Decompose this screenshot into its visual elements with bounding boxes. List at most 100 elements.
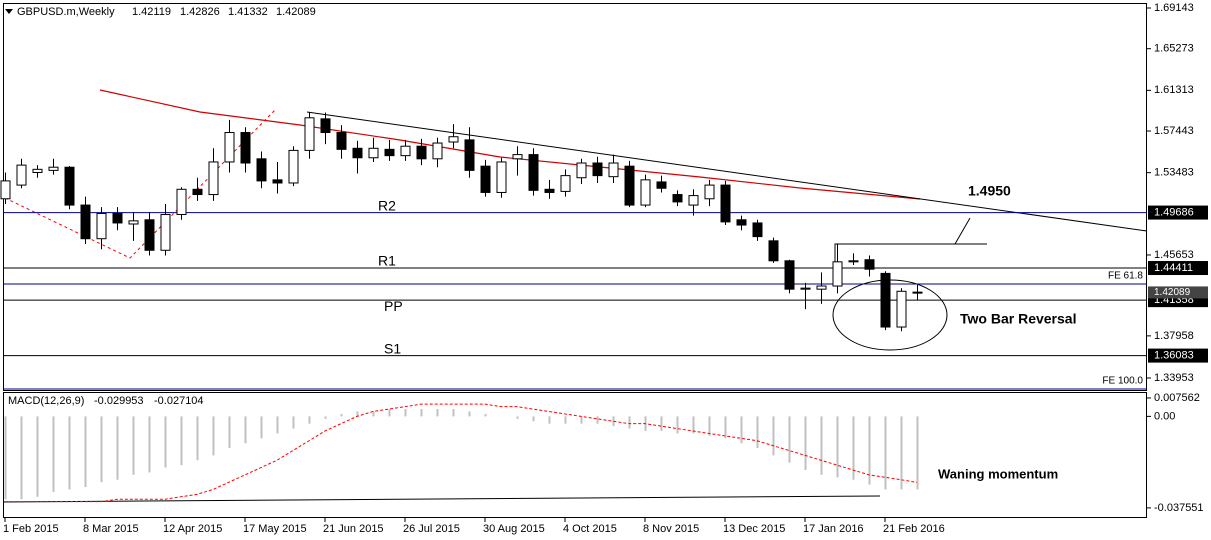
candle-body xyxy=(752,222,763,238)
candle-body xyxy=(272,179,283,184)
x-tick-label: 17 Jan 2016 xyxy=(803,523,864,535)
signal-line xyxy=(5,403,918,503)
level-price-box xyxy=(1148,205,1208,220)
level-label: PP xyxy=(384,298,403,314)
candle-body xyxy=(544,188,555,193)
candle-body xyxy=(720,184,731,223)
candle-body xyxy=(192,188,203,196)
candle-body xyxy=(480,165,491,193)
level-price: 1.44411 xyxy=(1154,262,1193,274)
y-tick-label: 1.65273 xyxy=(1154,43,1194,55)
candle-body xyxy=(304,117,315,151)
x-tick-label: 26 Jul 2015 xyxy=(403,523,460,535)
candle-body xyxy=(80,204,91,240)
low-value: 1.41332 xyxy=(228,6,268,18)
level-label: FE 100.0 xyxy=(1102,376,1143,387)
candle-body xyxy=(144,219,155,251)
candle-body xyxy=(208,161,219,196)
candle-body xyxy=(784,260,795,290)
candle-body xyxy=(576,162,587,179)
candle-body xyxy=(864,259,875,270)
y-tick-label: 0.00 xyxy=(1154,410,1175,422)
candle-body xyxy=(464,139,475,171)
current-price-box xyxy=(1148,286,1208,299)
candle-body xyxy=(352,147,363,159)
x-tick-label: 8 Mar 2015 xyxy=(83,523,139,535)
symbol: GBPUSD.m,Weekly xyxy=(17,6,115,18)
y-tick-label: 1.53483 xyxy=(1154,167,1194,179)
candle-body xyxy=(256,158,267,182)
level-label: R2 xyxy=(378,197,396,213)
y-tick-label: 1.57443 xyxy=(1154,125,1194,137)
candle-body xyxy=(736,219,747,226)
candle-body xyxy=(608,162,619,178)
candle-body xyxy=(240,132,251,164)
candle-body xyxy=(672,194,683,203)
candle-body xyxy=(640,179,651,206)
level-label: S1 xyxy=(384,340,401,356)
x-tick-label: 21 Feb 2016 xyxy=(883,523,945,535)
macd-panel xyxy=(3,392,1147,518)
candle-body xyxy=(32,168,43,173)
candle-body xyxy=(912,291,923,294)
candle-body xyxy=(128,220,139,225)
candle-body xyxy=(704,184,715,200)
x-tick-label: 30 Aug 2015 xyxy=(483,523,545,535)
y-tick-label: 1.33953 xyxy=(1154,372,1194,384)
y-tick-label: 1.37958 xyxy=(1154,330,1194,342)
candle-body xyxy=(688,195,699,206)
candle-body xyxy=(320,118,331,134)
candle-body xyxy=(560,175,571,192)
bracket xyxy=(834,243,987,262)
candle-body xyxy=(368,147,379,159)
annotation: Waning momentum xyxy=(938,466,1058,481)
level-price: 1.36083 xyxy=(1154,349,1194,361)
level-price-box xyxy=(1148,261,1208,276)
candle-body xyxy=(112,212,123,224)
candle-body xyxy=(496,161,507,193)
candle-body xyxy=(224,132,235,163)
y-tick-label: 1.69143 xyxy=(1154,2,1194,14)
annotation: Two Bar Reversal xyxy=(960,311,1076,327)
menu-arrow xyxy=(5,9,13,14)
candle-body xyxy=(288,149,299,184)
pointer xyxy=(954,217,971,245)
y-tick-label: 0.007562 xyxy=(1154,392,1200,404)
candle-body xyxy=(176,188,187,216)
candle-body xyxy=(432,142,443,160)
candle-body xyxy=(16,164,27,186)
candle-body xyxy=(832,261,843,287)
x-tick-label: 1 Feb 2015 xyxy=(3,523,59,535)
candle-body xyxy=(48,166,59,171)
candle-body xyxy=(448,136,459,143)
candle-body xyxy=(96,212,107,240)
x-tick-label: 17 May 2015 xyxy=(243,523,307,535)
candle-body xyxy=(64,166,75,206)
y-tick-label: -0.037551 xyxy=(1154,502,1204,514)
candle-body xyxy=(848,260,859,263)
candle-body xyxy=(416,145,427,160)
candle-body xyxy=(592,162,603,177)
candle-body xyxy=(336,132,347,150)
candle-body xyxy=(384,148,395,157)
current-price: 1.42089 xyxy=(1154,287,1191,298)
candle-body xyxy=(880,272,891,328)
x-tick-label: 8 Nov 2015 xyxy=(643,523,699,535)
macd-trend-line xyxy=(2,495,881,503)
x-tick-label: 4 Oct 2015 xyxy=(563,523,617,535)
high-value: 1.42826 xyxy=(180,6,220,18)
y-tick-label: 1.61313 xyxy=(1154,84,1194,96)
x-tick-label: 13 Dec 2015 xyxy=(723,523,785,535)
candle-body xyxy=(768,240,779,262)
candle-body xyxy=(160,214,171,251)
level-price-box xyxy=(1148,348,1208,363)
level-label: FE 61.8 xyxy=(1108,271,1143,282)
candle-body xyxy=(816,285,827,290)
level-label: R1 xyxy=(378,253,396,269)
macd-title: MACD(12,26,9) xyxy=(8,395,84,407)
candle-body xyxy=(656,181,667,189)
open-value: 1.42119 xyxy=(132,6,171,18)
y-tick-label: 1.45653 xyxy=(1154,249,1194,261)
